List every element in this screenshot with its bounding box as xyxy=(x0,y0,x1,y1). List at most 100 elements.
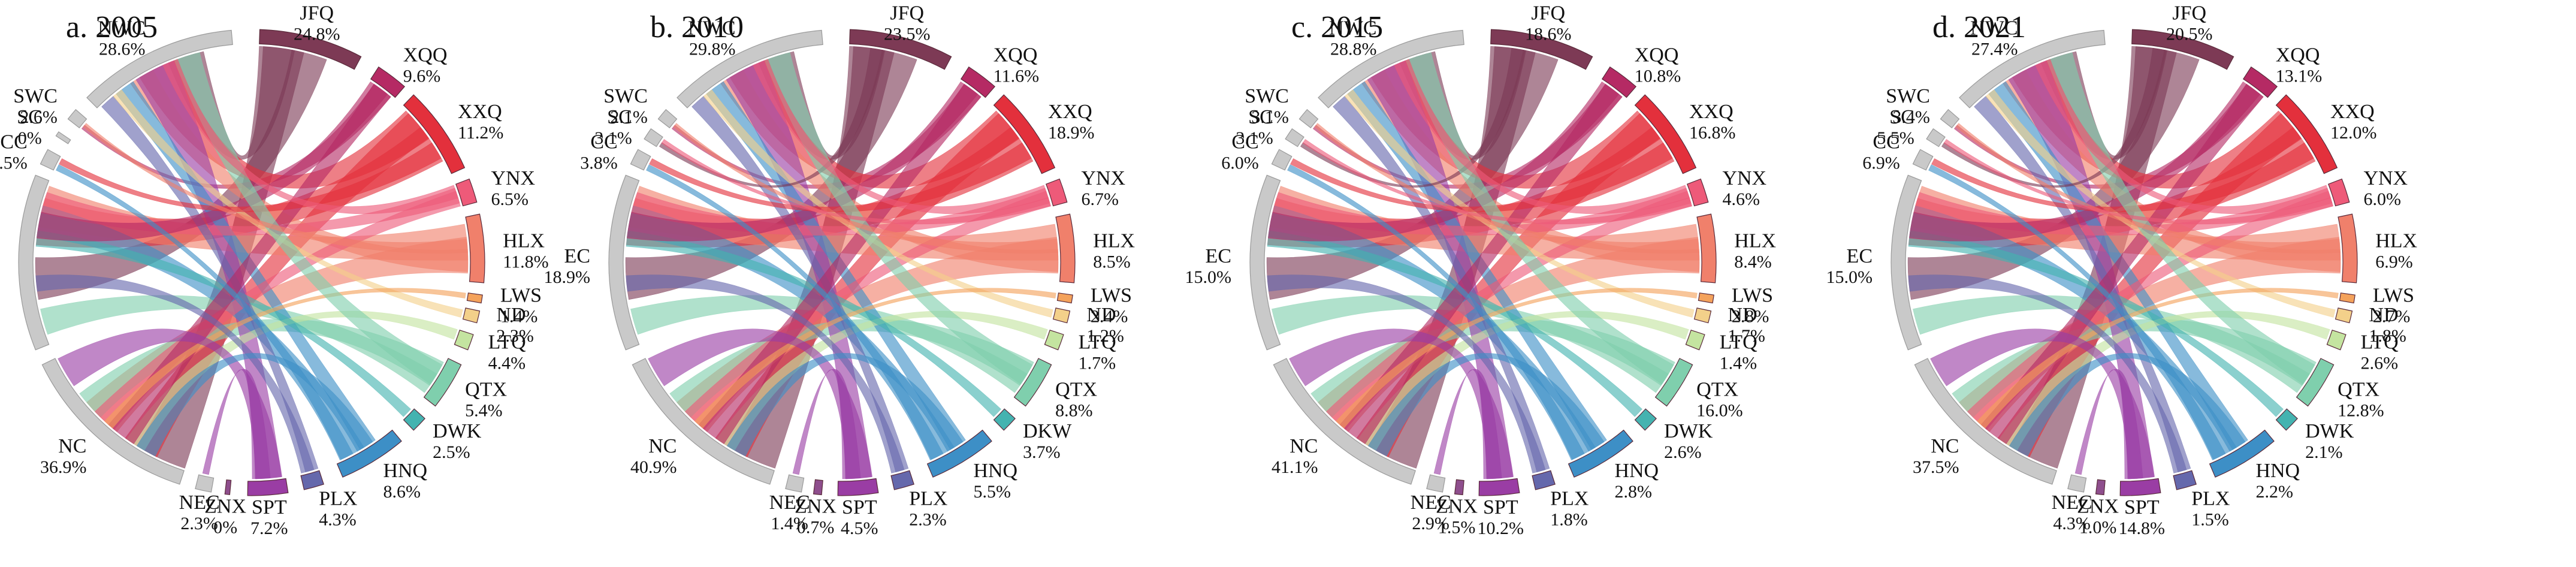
arc-xqq xyxy=(370,66,406,98)
arc-nd xyxy=(462,307,481,324)
region-percent-plx: 1.5% xyxy=(2191,510,2229,530)
arc-lws xyxy=(466,292,483,304)
arc-ynx xyxy=(455,178,478,207)
region-label-znx: ZNX xyxy=(2077,496,2119,518)
arc-dwk xyxy=(403,408,425,431)
region-percent-jfq: 20.5% xyxy=(2166,24,2213,44)
region-label-sc: SC xyxy=(607,106,632,128)
region-percent-plx: 2.3% xyxy=(909,510,947,530)
region-percent-hnq: 2.2% xyxy=(2255,482,2293,502)
region-label-xqq: XQQ xyxy=(993,44,1038,67)
region-percent-ec: 15.0% xyxy=(1185,267,1232,287)
region-percent-dkw: 3.7% xyxy=(1023,442,1061,462)
region-label-xxq: XXQ xyxy=(2330,101,2375,123)
arc-jfq xyxy=(2131,29,2234,70)
region-percent-dwk: 2.1% xyxy=(2305,442,2343,462)
chord-NC-LWS xyxy=(694,288,1056,429)
arc-dwk xyxy=(1634,408,1657,431)
chord-NWC-YNX xyxy=(1394,59,1690,215)
region-label-nec: NEC xyxy=(1411,491,1451,514)
chord-links xyxy=(1266,46,1700,479)
region-percent-xxq: 12.0% xyxy=(2330,123,2377,143)
region-percent-lws: 1.4% xyxy=(500,307,538,327)
region-percent-ltq: 1.7% xyxy=(1079,354,1116,373)
arc-ynx xyxy=(1045,178,1068,207)
arc-nc xyxy=(632,358,775,485)
chord-NC-SPT xyxy=(1930,328,2155,479)
arc-ltq xyxy=(1044,330,1064,351)
arc-ec xyxy=(1249,174,1281,351)
arc-hnq xyxy=(2209,429,2275,478)
region-label-nc: NC xyxy=(1931,435,1959,457)
region-percent-nwc: 29.8% xyxy=(689,39,736,59)
arc-znx xyxy=(813,479,823,496)
arc-nwc xyxy=(677,29,823,108)
arc-hnq xyxy=(336,429,402,478)
region-percent-spt: 14.8% xyxy=(2119,518,2166,538)
region-percent-swc: 3.1% xyxy=(1251,107,1289,127)
chord-NC-SPT xyxy=(1289,328,1514,479)
chord-EC-DWK xyxy=(1908,230,2284,417)
chord-NC-HNQ xyxy=(1367,353,1605,457)
arc-plx xyxy=(890,470,914,490)
region-percent-lws: 2.7% xyxy=(2373,307,2411,327)
region-label-xqq: XQQ xyxy=(1635,44,1679,67)
region-label-sc: SC xyxy=(17,106,42,128)
region-percent-sc: 3.1% xyxy=(1236,128,1273,148)
region-percent-jfq: 23.5% xyxy=(884,24,931,44)
chord-CC-XXQ xyxy=(1290,142,1673,212)
arc-lws xyxy=(1056,292,1073,304)
region-percent-znx: 0% xyxy=(213,518,237,538)
region-label-nc: NC xyxy=(1289,435,1318,457)
panel-title: d. 2021 xyxy=(1932,10,2026,44)
region-percent-nd: 1.8% xyxy=(2369,326,2406,346)
arc-hlx xyxy=(465,213,485,284)
arc-lws xyxy=(1698,292,1714,304)
region-percent-qtx: 5.4% xyxy=(465,401,503,421)
region-label-ynx: YNX xyxy=(491,167,535,189)
region-percent-plx: 4.3% xyxy=(319,510,357,530)
region-percent-hnq: 2.8% xyxy=(1614,482,1652,502)
region-percent-lws: 2.4% xyxy=(1091,307,1128,327)
region-label-lws: LWS xyxy=(2373,285,2414,307)
region-label-jfq: JFQ xyxy=(300,2,334,24)
arc-qtx xyxy=(2296,358,2335,407)
region-label-nd: ND xyxy=(496,304,526,326)
arc-nec xyxy=(2067,474,2087,493)
region-percent-ynx: 6.0% xyxy=(2363,189,2401,209)
region-percent-qtx: 12.8% xyxy=(2338,401,2384,421)
region-percent-hlx: 8.4% xyxy=(1734,252,1772,272)
arc-xqq xyxy=(1601,66,1637,98)
region-percent-ynx: 6.5% xyxy=(491,189,529,209)
region-percent-nd: 2.3% xyxy=(496,326,534,346)
region-percent-ec: 18.9% xyxy=(544,267,591,287)
region-label-ltq: LTQ xyxy=(1720,331,1757,354)
arc-lws xyxy=(2339,292,2355,304)
chord-NC-SPT xyxy=(648,328,873,479)
chord-links xyxy=(625,46,1059,479)
region-percent-qtx: 16.0% xyxy=(1696,401,1743,421)
region-label-nc: NC xyxy=(648,435,677,457)
region-label-ec: EC xyxy=(1847,245,1873,267)
arc-ltq xyxy=(454,330,474,351)
arc-ec xyxy=(1891,174,1922,351)
region-percent-swc: 3.4% xyxy=(1892,107,1930,127)
arc-nwc xyxy=(1959,29,2106,108)
arc-ynx xyxy=(1686,178,1709,207)
region-label-dwk: DWK xyxy=(2305,420,2354,442)
region-label-cc: CC xyxy=(0,131,27,153)
region-label-qtx: QTX xyxy=(2338,379,2379,401)
region-label-qtx: QTX xyxy=(1696,379,1738,401)
region-percent-hlx: 11.8% xyxy=(503,252,548,272)
region-label-hlx: HLX xyxy=(1093,230,1135,252)
arc-hnq xyxy=(926,429,992,478)
region-percent-ynx: 4.6% xyxy=(1722,189,1760,209)
region-label-hnq: HNQ xyxy=(383,460,427,482)
region-label-swc: SWC xyxy=(603,85,648,107)
region-percent-nc: 37.5% xyxy=(1913,457,1959,477)
chord-CC-HNQ xyxy=(646,164,944,460)
region-percent-spt: 7.2% xyxy=(250,518,288,538)
region-percent-xqq: 9.6% xyxy=(403,67,441,86)
